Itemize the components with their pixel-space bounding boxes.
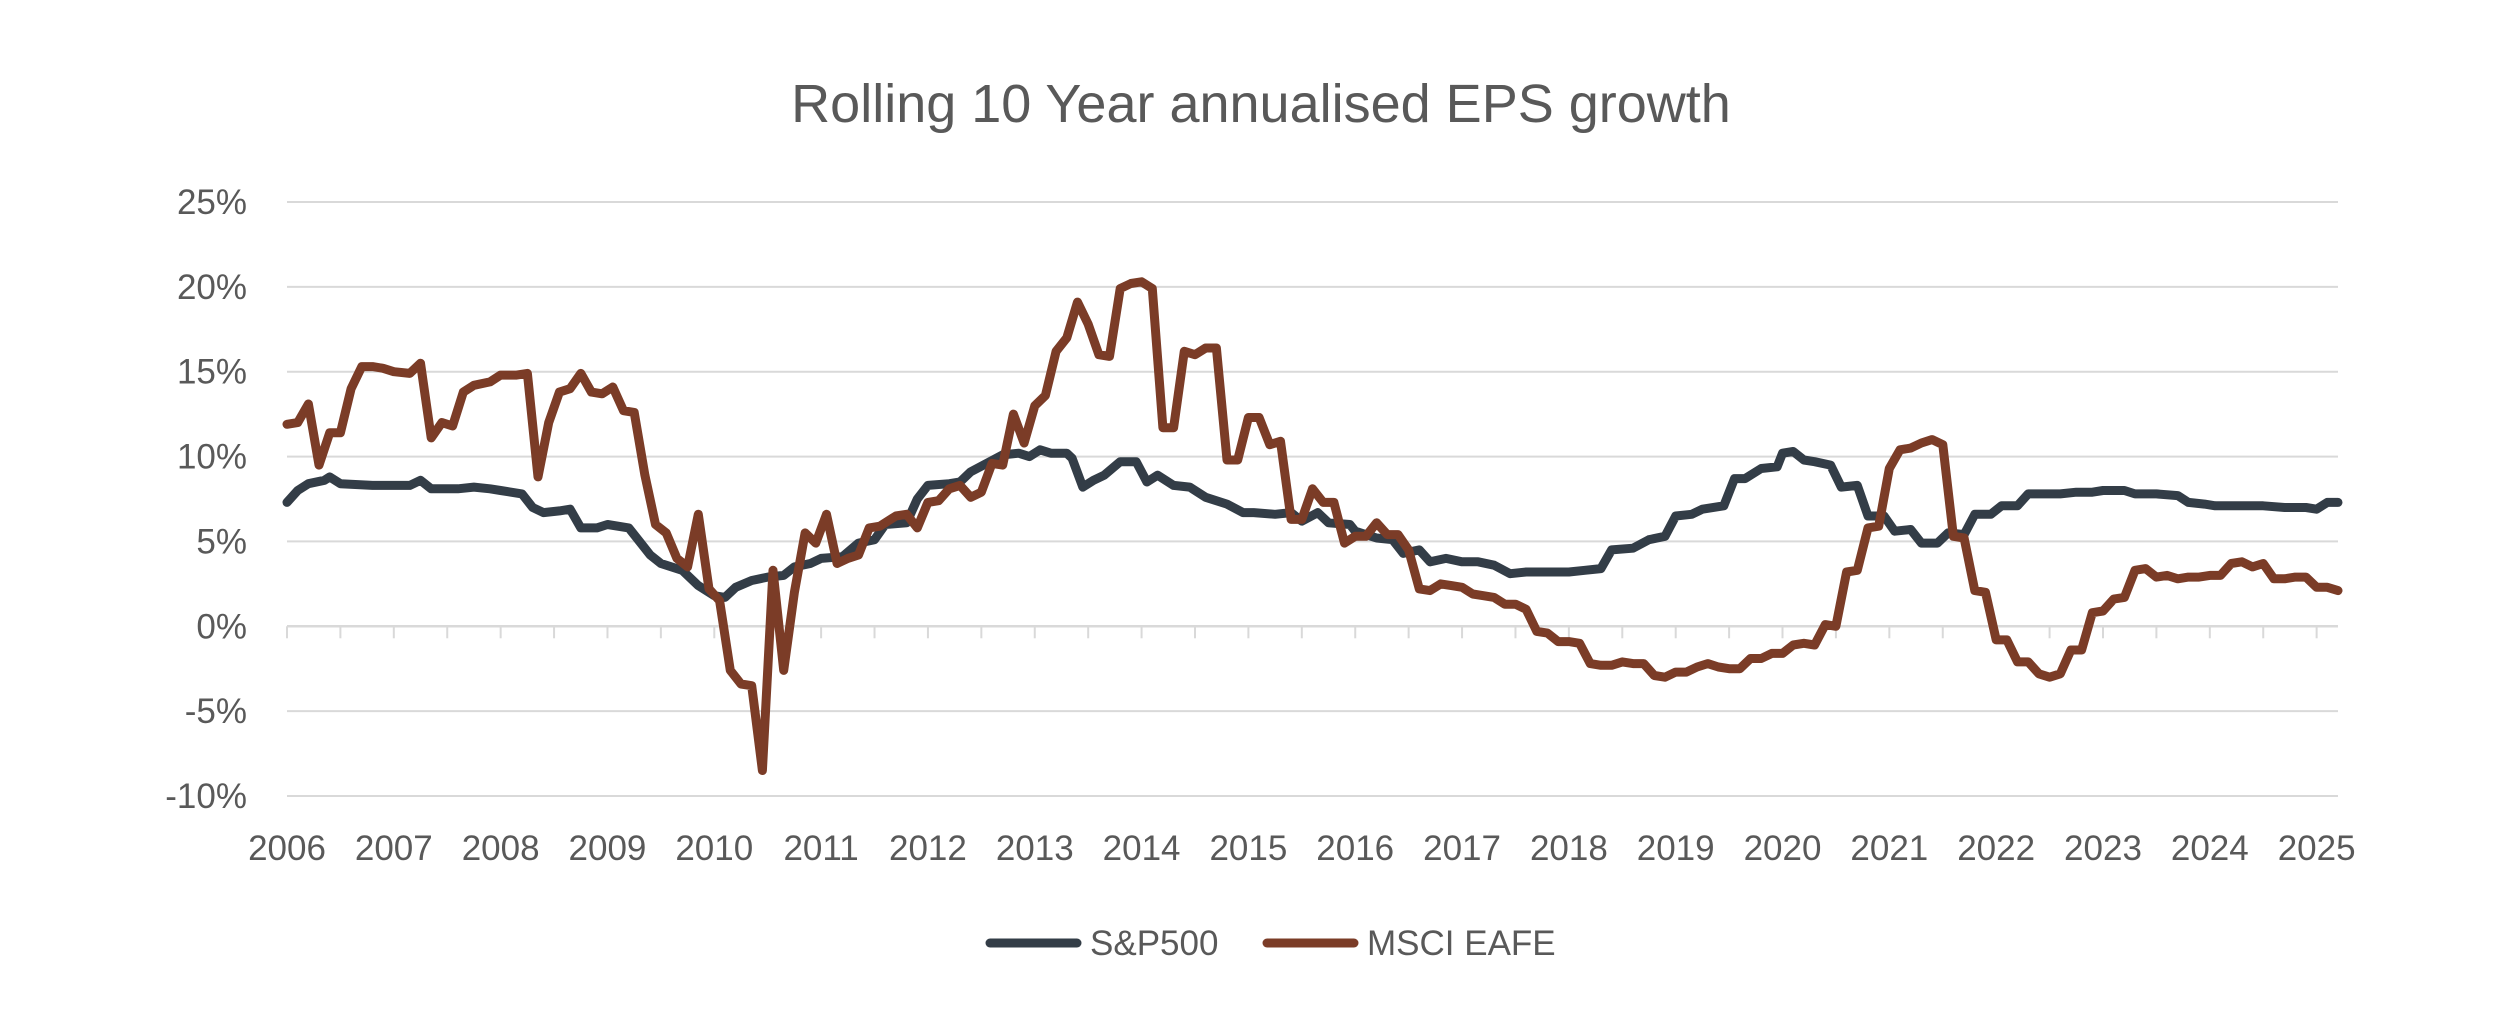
x-tick-label: 2009 (569, 829, 647, 868)
y-tick-label: 10% (177, 438, 247, 477)
y-tick-label: 0% (196, 607, 247, 646)
x-tick-label: 2008 (462, 829, 540, 868)
x-tick-label: 2006 (248, 829, 326, 868)
x-tick-label: 2014 (1103, 829, 1181, 868)
series-lines (282, 277, 2343, 775)
x-tick-label: 2015 (1209, 829, 1287, 868)
x-tick-label: 2024 (2171, 829, 2249, 868)
x-tick-label: 2016 (1316, 829, 1394, 868)
legend-label: S&P500 (1090, 924, 1218, 963)
x-tick-label: 2018 (1530, 829, 1608, 868)
legend: S&P500 MSCI EAFE (985, 924, 1556, 963)
chart-title: Rolling 10 Year annualised EPS growth (791, 74, 1731, 134)
x-tick-label: 2025 (2278, 829, 2356, 868)
x-tick-label: 2022 (1957, 829, 2035, 868)
y-tick-label: 15% (177, 353, 247, 392)
x-tick-label: 2021 (1850, 829, 1928, 868)
y-axis-ticks: 25% 20% 15% 10% 5% 0% -5% -10% (165, 183, 247, 816)
x-tick-label: 2012 (889, 829, 967, 868)
y-tick-label: 20% (177, 268, 247, 307)
x-tick-label: 2011 (783, 829, 858, 868)
gridlines (287, 201, 2338, 797)
x-tick-label: 2013 (996, 829, 1074, 868)
y-tick-label: -10% (165, 777, 247, 816)
y-tick-label: -5% (185, 692, 247, 731)
x-axis-ticks: 2006 2007 2008 2009 2010 2011 2012 2013 2014 2015… (248, 829, 2356, 868)
x-tick-label: 2017 (1423, 829, 1501, 868)
x-tick-label: 2007 (355, 829, 433, 868)
legend-label: MSCI EAFE (1367, 924, 1556, 963)
x-tick-label: 2010 (675, 829, 753, 868)
x-tick-label: 2023 (2064, 829, 2142, 868)
series-line-msci-eafe (282, 277, 2343, 775)
x-tick-label: 2020 (1744, 829, 1822, 868)
y-tick-label: 25% (177, 183, 247, 222)
x-tick-label: 2019 (1637, 829, 1715, 868)
y-tick-label: 5% (196, 522, 247, 561)
